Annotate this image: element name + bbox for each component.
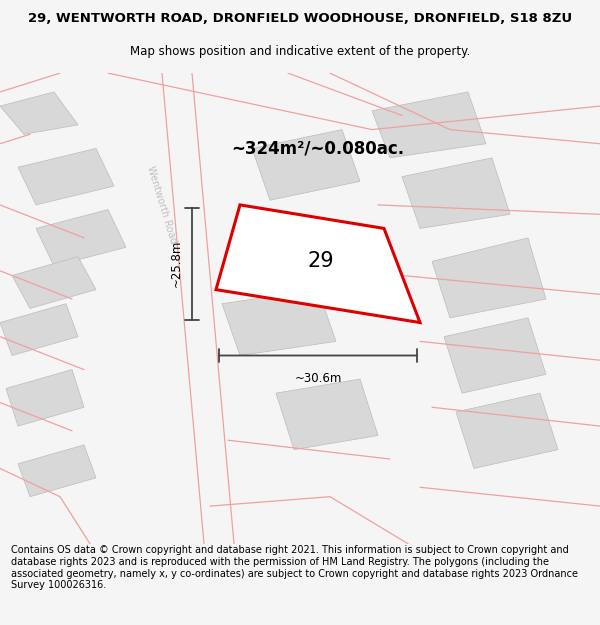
Text: Contains OS data © Crown copyright and database right 2021. This information is : Contains OS data © Crown copyright and d… xyxy=(11,546,578,590)
Polygon shape xyxy=(222,289,336,356)
Polygon shape xyxy=(456,393,558,469)
Text: ~30.6m: ~30.6m xyxy=(295,372,341,385)
Polygon shape xyxy=(402,158,510,228)
Polygon shape xyxy=(276,379,378,449)
Polygon shape xyxy=(0,92,78,134)
Polygon shape xyxy=(18,445,96,497)
Text: Map shows position and indicative extent of the property.: Map shows position and indicative extent… xyxy=(130,45,470,58)
Polygon shape xyxy=(18,148,114,205)
Polygon shape xyxy=(432,238,546,318)
Text: 29: 29 xyxy=(308,251,334,271)
Polygon shape xyxy=(36,209,126,266)
Polygon shape xyxy=(0,304,78,356)
Text: Wentworth Road: Wentworth Road xyxy=(145,165,179,245)
Polygon shape xyxy=(216,205,420,322)
Polygon shape xyxy=(252,129,360,200)
Polygon shape xyxy=(12,257,96,308)
Text: ~25.8m: ~25.8m xyxy=(170,240,183,288)
Text: 29, WENTWORTH ROAD, DRONFIELD WOODHOUSE, DRONFIELD, S18 8ZU: 29, WENTWORTH ROAD, DRONFIELD WOODHOUSE,… xyxy=(28,12,572,25)
Polygon shape xyxy=(372,92,486,158)
Polygon shape xyxy=(444,318,546,393)
Polygon shape xyxy=(6,369,84,426)
Text: ~324m²/~0.080ac.: ~324m²/~0.080ac. xyxy=(232,139,404,158)
